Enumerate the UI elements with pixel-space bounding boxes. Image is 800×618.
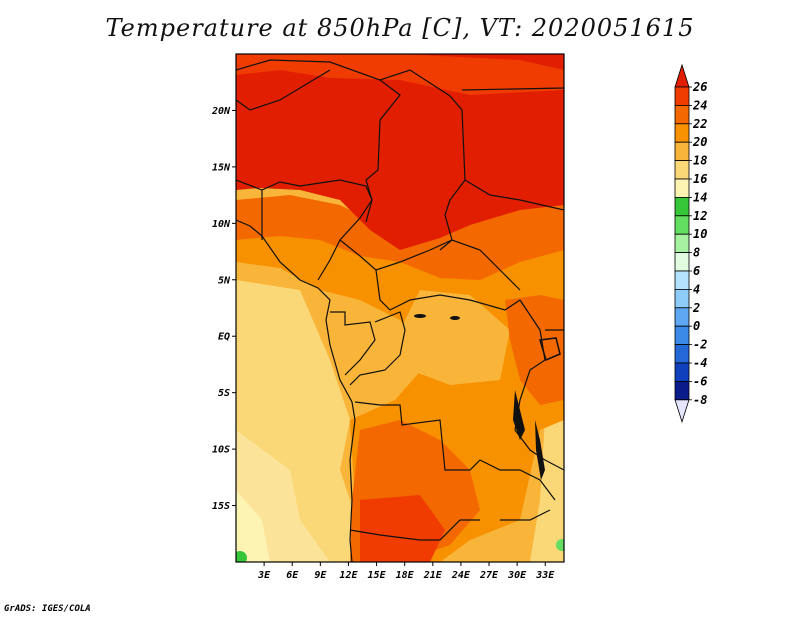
- colorbar-label: 4: [693, 282, 700, 296]
- latitude-axis: 20N 15N 10N 5N EQ 5S 10S 15S: [211, 106, 236, 512]
- colorbar-segment: [674, 105, 690, 125]
- band-24-angola-core: [360, 495, 445, 562]
- colorbar-label: 22: [692, 117, 707, 131]
- band-12-14-se: [556, 539, 564, 551]
- border-drc-north: [389, 294, 521, 311]
- colorbar-label: -8: [693, 393, 707, 407]
- credit-label: GrADS: IGES/COLA: [4, 604, 91, 614]
- colorbar-segment: [674, 160, 690, 180]
- colorbar-label: 20: [692, 135, 707, 149]
- colorbar-label: 6: [693, 264, 700, 278]
- colorbar-segment: [674, 196, 690, 217]
- longitude-axis: 3E 6E 9E 12E 15E 18E 21E 24E 27E 30E 33E: [257, 562, 555, 581]
- map-frame: [235, 53, 565, 563]
- colorbar-label: 24: [692, 98, 707, 112]
- colorbar-label: 0: [693, 319, 700, 333]
- colorbar-segment: [674, 215, 690, 235]
- lon-tick-label: 9E: [314, 570, 327, 581]
- colorbar-segment: [674, 270, 690, 290]
- border-zimbabwe: [500, 509, 551, 521]
- lon-tick-label: 27E: [479, 570, 499, 581]
- lake-tanganyika: [513, 390, 525, 440]
- border-niger: [236, 59, 401, 223]
- colorbar-segment: [674, 362, 690, 382]
- band-12-14-sw: [236, 551, 247, 562]
- colorbar-segment: [674, 233, 690, 253]
- lon-tick-label: 15E: [368, 570, 387, 581]
- colorbar-label: 16: [693, 172, 707, 186]
- colorbar-segment: [674, 86, 690, 106]
- border-nigeria: [236, 179, 373, 281]
- colorbar-segment: [674, 123, 690, 143]
- band-14-16-sw: [236, 490, 270, 562]
- band-24-26: [236, 54, 564, 250]
- border-libya-egypt: [461, 87, 564, 91]
- colorbar-label: 12: [693, 209, 707, 223]
- lon-tick-label: 24E: [451, 570, 471, 581]
- colorbar-segment: [674, 380, 690, 401]
- colorbar-segment: [674, 307, 690, 327]
- lat-tick-label: 5S: [218, 388, 230, 399]
- colorbar-label: 8: [693, 246, 700, 260]
- lon-tick-label: 18E: [396, 570, 415, 581]
- lat-tick-label: EQ: [218, 332, 230, 343]
- lat-tick-label: 10N: [212, 219, 231, 230]
- border-angola: [354, 401, 481, 471]
- colorbar-segment: [674, 288, 690, 309]
- lake-patch-1: [414, 314, 426, 318]
- colorbar-segment: [674, 141, 690, 161]
- lon-tick-label: 21E: [423, 570, 443, 581]
- border-zambia: [479, 459, 556, 501]
- lat-tick-label: 10S: [212, 445, 230, 456]
- lon-tick-label: 12E: [339, 570, 358, 581]
- colorbar-label: 14: [693, 190, 707, 204]
- lat-tick-label: 5N: [218, 275, 231, 286]
- lon-tick-label: 33E: [535, 570, 555, 581]
- colorbar-label: 18: [693, 154, 707, 168]
- band-16-18-east: [530, 410, 564, 562]
- lon-tick-label: 30E: [507, 570, 527, 581]
- colorbar-label: -2: [693, 338, 707, 352]
- border-gabon: [330, 311, 376, 376]
- colorbar-label: -4: [693, 356, 707, 370]
- band-gabon: [330, 300, 395, 390]
- border-congo: [349, 311, 406, 386]
- colorbar-label: -6: [693, 374, 707, 388]
- lat-tick-label: 15S: [212, 501, 230, 512]
- border-namibia: [349, 519, 480, 541]
- lon-tick-label: 6E: [286, 570, 299, 581]
- colorbar-top-triangle: [674, 63, 690, 88]
- chart-title: Temperature at 850hPa [C], VT: 202005161…: [105, 14, 695, 42]
- colorbar-label: 26: [692, 80, 707, 94]
- lakes: [414, 314, 561, 480]
- band-22-24-east: [505, 295, 564, 405]
- temperature-field: [236, 54, 564, 562]
- coastline: [236, 219, 356, 562]
- lon-tick-label: 3E: [257, 570, 271, 581]
- colorbar-bottom-triangle: [674, 399, 690, 424]
- lake-patch-2: [450, 316, 460, 320]
- band-24-north-edge: [236, 54, 564, 95]
- colorbar-label: 10: [693, 227, 707, 241]
- border-sudan: [464, 179, 564, 211]
- border-car: [375, 239, 521, 291]
- colorbar-label: 2: [692, 301, 700, 315]
- lake-malawi: [535, 420, 545, 480]
- lake-victoria: [539, 337, 561, 362]
- border-mali: [236, 69, 331, 111]
- lat-tick-label: 20N: [211, 106, 231, 117]
- lat-tick-label: 15N: [212, 162, 231, 173]
- colorbar-segment: [674, 252, 690, 272]
- colorbar-segment: [674, 178, 690, 198]
- colorbar-segment: [674, 344, 690, 364]
- colorbar-segment: [674, 325, 690, 346]
- band-congo-interior: [400, 290, 510, 385]
